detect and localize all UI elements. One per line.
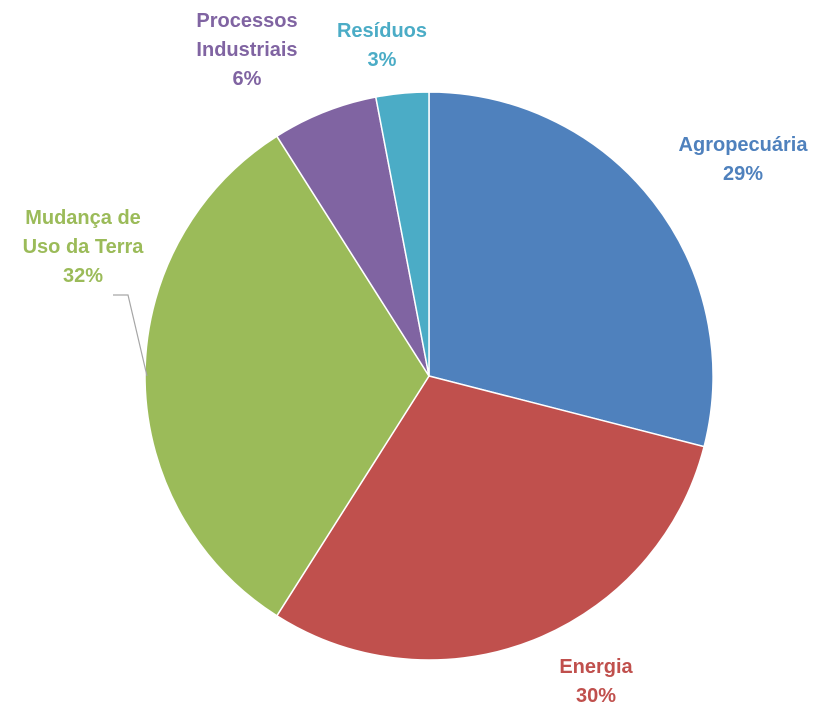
- slice-value-label: 6%: [233, 68, 262, 90]
- pie-slice-mudanca-de-uso-da-terra: [144, 135, 430, 617]
- slice-labels: Agropecuária 29% Energia 30% Mudança de Uso d…: [23, 10, 809, 707]
- slice-value-label: 3%: [368, 49, 397, 71]
- slice-label-processos-industriais: Processos Industriais 6%: [196, 10, 297, 90]
- slice-category-label: Agropecuária: [679, 134, 809, 156]
- slice-label-energia: Energia 30%: [559, 656, 633, 707]
- pie-slice-energia: [275, 375, 705, 661]
- slice-label-residuos: Resíduos 3%: [337, 20, 427, 71]
- slice-value-label: 32%: [63, 265, 103, 287]
- pie-slice-agropecuaria: [428, 91, 714, 448]
- slice-category-label: Resíduos: [337, 20, 427, 42]
- slice-category-label: Energia: [559, 656, 633, 678]
- slice-label-agropecuaria: Agropecuária 29%: [679, 134, 809, 185]
- pie-slices: [144, 91, 714, 661]
- leader-line-mudanca-de-uso-da-terra: [113, 294, 148, 377]
- pie-slice-residuos: [374, 91, 430, 377]
- slice-category-label: Uso da Terra: [23, 236, 145, 258]
- slice-category-label: Processos: [196, 10, 297, 32]
- slice-label-mudanca-de-uso-da-terra: Mudança de Uso da Terra 32%: [23, 207, 145, 287]
- slice-category-label: Mudança de: [25, 207, 141, 229]
- slice-value-label: 29%: [723, 163, 763, 185]
- leader-lines: [113, 294, 148, 377]
- slice-value-label: 30%: [576, 685, 616, 707]
- slice-category-label: Industriais: [196, 39, 297, 61]
